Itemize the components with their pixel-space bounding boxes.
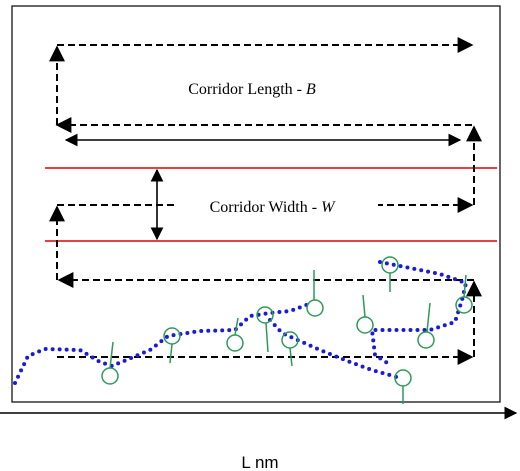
label-bg <box>178 193 378 219</box>
side-groups <box>101 256 473 404</box>
width-label: Corridor Width - W <box>210 199 337 216</box>
frame <box>11 5 501 403</box>
length-label: Corridor Length - B <box>188 81 316 98</box>
width-text: Corridor Width - <box>210 199 322 216</box>
length-symbol: B <box>306 81 316 98</box>
dashed-path <box>49 37 482 365</box>
length-text: Corridor Length - <box>188 81 306 98</box>
width-symbol: W <box>321 199 336 216</box>
label-bg <box>160 75 345 101</box>
axis-label: L nm <box>241 453 278 471</box>
